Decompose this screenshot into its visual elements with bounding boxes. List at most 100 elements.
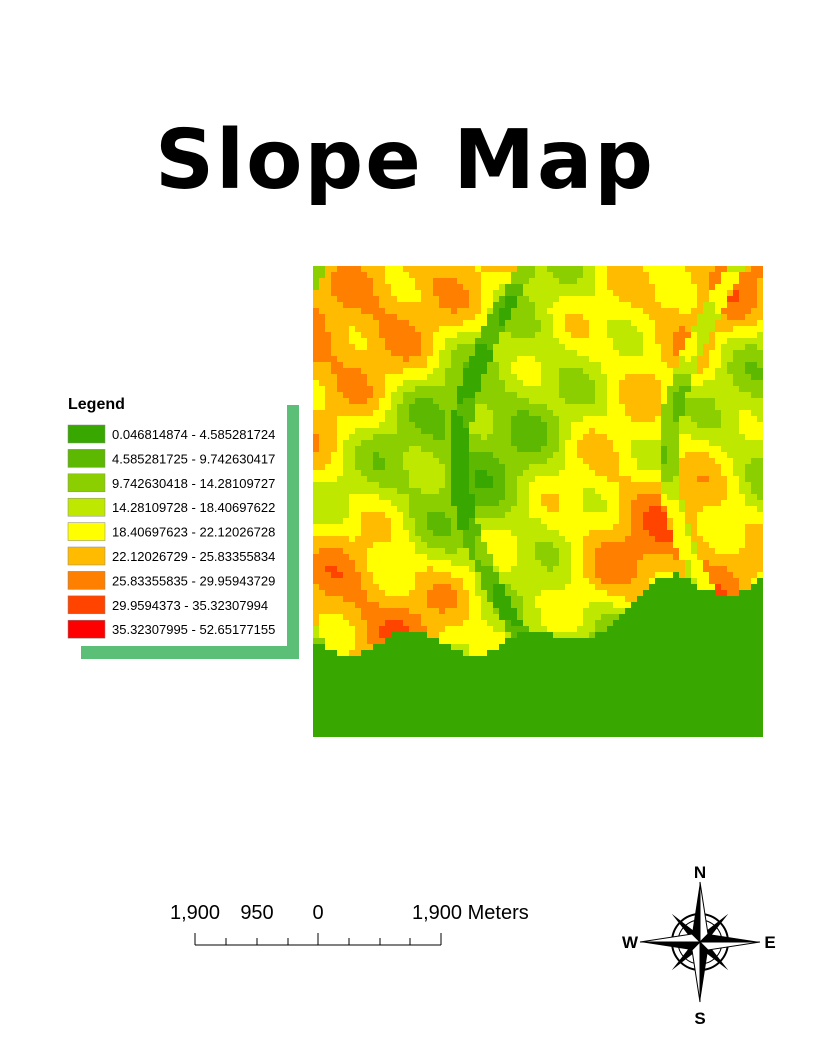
raster-cell bbox=[643, 404, 649, 410]
raster-cell bbox=[655, 470, 661, 476]
raster-cell bbox=[499, 440, 505, 446]
raster-cell bbox=[625, 602, 631, 608]
raster-cell bbox=[559, 416, 565, 422]
raster-cell bbox=[571, 452, 577, 458]
raster-cell bbox=[517, 542, 523, 548]
raster-cell bbox=[469, 656, 475, 662]
raster-cell bbox=[547, 452, 553, 458]
raster-cell bbox=[691, 620, 697, 626]
raster-cell bbox=[745, 458, 751, 464]
raster-cell bbox=[361, 446, 367, 452]
raster-cell bbox=[445, 278, 451, 284]
raster-cell bbox=[601, 356, 607, 362]
raster-cell bbox=[355, 530, 361, 536]
raster-cell bbox=[655, 458, 661, 464]
raster-cell bbox=[445, 428, 451, 434]
raster-cell bbox=[349, 536, 355, 542]
raster-cell bbox=[391, 602, 397, 608]
raster-cell bbox=[505, 332, 511, 338]
raster-cell bbox=[319, 434, 325, 440]
raster-cell bbox=[649, 410, 655, 416]
raster-cell bbox=[499, 398, 505, 404]
raster-cell bbox=[493, 536, 499, 542]
raster-cell bbox=[619, 266, 625, 272]
raster-cell bbox=[427, 572, 433, 578]
raster-cell bbox=[475, 530, 481, 536]
raster-cell bbox=[733, 344, 739, 350]
raster-cell bbox=[697, 326, 703, 332]
raster-cell bbox=[691, 542, 697, 548]
raster-cell bbox=[619, 488, 625, 494]
raster-cell bbox=[667, 434, 673, 440]
raster-cell bbox=[403, 482, 409, 488]
raster-cell bbox=[703, 398, 709, 404]
raster-cell bbox=[319, 506, 325, 512]
raster-cell bbox=[643, 500, 649, 506]
raster-cell bbox=[535, 326, 541, 332]
raster-cell bbox=[469, 650, 475, 656]
raster-cell bbox=[625, 650, 631, 656]
raster-cell bbox=[601, 308, 607, 314]
raster-cell bbox=[661, 614, 667, 620]
raster-cell bbox=[361, 620, 367, 626]
raster-cell bbox=[709, 560, 715, 566]
raster-cell bbox=[403, 662, 409, 668]
raster-cell bbox=[715, 464, 721, 470]
raster-cell bbox=[523, 290, 529, 296]
raster-cell bbox=[457, 434, 463, 440]
raster-cell bbox=[721, 470, 727, 476]
raster-cell bbox=[727, 422, 733, 428]
raster-cell bbox=[451, 482, 457, 488]
raster-cell bbox=[709, 542, 715, 548]
raster-cell bbox=[577, 320, 583, 326]
raster-cell bbox=[415, 356, 421, 362]
raster-cell bbox=[367, 656, 373, 662]
raster-cell bbox=[463, 350, 469, 356]
raster-cell bbox=[349, 530, 355, 536]
raster-cell bbox=[433, 494, 439, 500]
raster-cell bbox=[313, 326, 319, 332]
raster-cell bbox=[475, 488, 481, 494]
raster-cell bbox=[415, 464, 421, 470]
raster-cell bbox=[703, 614, 709, 620]
raster-cell bbox=[511, 560, 517, 566]
raster-cell bbox=[703, 572, 709, 578]
raster-cell bbox=[619, 578, 625, 584]
raster-cell bbox=[559, 548, 565, 554]
raster-cell bbox=[463, 392, 469, 398]
raster-cell bbox=[313, 332, 319, 338]
raster-cell bbox=[685, 470, 691, 476]
raster-cell bbox=[637, 512, 643, 518]
raster-cell bbox=[727, 368, 733, 374]
raster-cell bbox=[415, 608, 421, 614]
raster-cell bbox=[415, 458, 421, 464]
raster-cell bbox=[355, 638, 361, 644]
raster-cell bbox=[427, 326, 433, 332]
raster-cell bbox=[457, 512, 463, 518]
raster-cell bbox=[451, 584, 457, 590]
raster-cell bbox=[667, 416, 673, 422]
raster-cell bbox=[487, 452, 493, 458]
raster-cell bbox=[445, 590, 451, 596]
raster-cell bbox=[613, 398, 619, 404]
raster-cell bbox=[325, 440, 331, 446]
raster-cell bbox=[415, 650, 421, 656]
raster-cell bbox=[583, 590, 589, 596]
raster-cell bbox=[697, 350, 703, 356]
raster-cell bbox=[445, 314, 451, 320]
raster-cell bbox=[451, 404, 457, 410]
raster-cell bbox=[631, 272, 637, 278]
raster-cell bbox=[337, 500, 343, 506]
raster-cell bbox=[457, 284, 463, 290]
raster-cell bbox=[607, 392, 613, 398]
raster-cell bbox=[553, 296, 559, 302]
raster-cell bbox=[685, 416, 691, 422]
raster-cell bbox=[733, 272, 739, 278]
raster-cell bbox=[391, 638, 397, 644]
raster-cell bbox=[631, 548, 637, 554]
raster-cell bbox=[319, 428, 325, 434]
raster-cell bbox=[313, 500, 319, 506]
raster-cell bbox=[319, 632, 325, 638]
raster-cell bbox=[541, 548, 547, 554]
raster-cell bbox=[409, 338, 415, 344]
